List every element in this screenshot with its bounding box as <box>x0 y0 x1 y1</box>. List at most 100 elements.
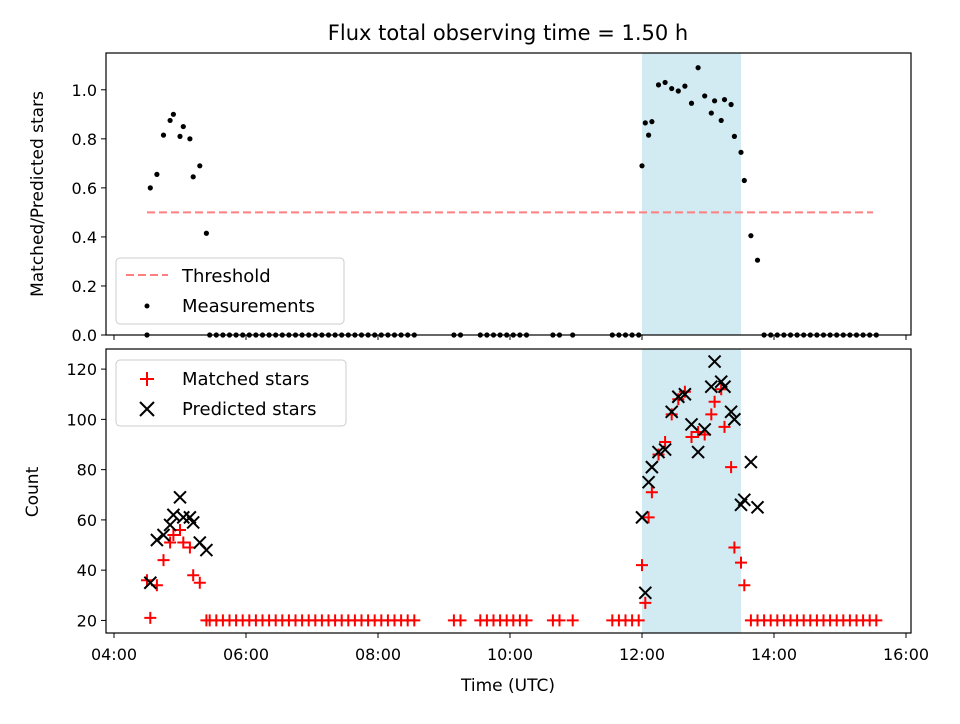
measurement-point <box>675 88 681 94</box>
matched-star-point <box>636 559 648 572</box>
measurement-point <box>695 65 701 71</box>
predicted-star-point <box>737 493 752 507</box>
predicted-star-point <box>724 405 738 419</box>
measurement-point <box>197 163 203 169</box>
bottom-y-tick-label: 40 <box>77 561 97 580</box>
matched-star-point <box>678 385 691 398</box>
legend-measurements-swatch <box>144 303 150 309</box>
matched-star-point <box>652 448 665 461</box>
legend-threshold-label: Threshold <box>181 266 271 287</box>
predicted-star-point <box>199 543 214 557</box>
measurements-series <box>144 65 879 338</box>
bottom-axes-frame <box>105 348 912 634</box>
matched-star-point <box>728 541 741 554</box>
measurement-point <box>167 117 173 124</box>
measurement-point <box>754 257 761 263</box>
measurement-point <box>718 117 724 124</box>
x-tick-label: 10:00 <box>487 645 533 664</box>
matched-star-point <box>632 614 645 627</box>
predicted-star-point <box>173 490 187 504</box>
measurement-point <box>177 133 183 139</box>
measurement-point <box>203 230 209 236</box>
matched-star-point <box>738 579 751 592</box>
predicted-star-point <box>684 417 699 432</box>
matched-star-point <box>187 569 200 582</box>
x-axis-label: Time (UTC) <box>460 676 555 696</box>
predicted-star-point <box>186 515 200 530</box>
matched-star-point <box>645 486 658 499</box>
predicted-star-point <box>717 379 732 394</box>
legend-matched-swatch <box>140 372 154 386</box>
predicted-star-point <box>744 455 758 469</box>
measurement-point <box>741 177 747 184</box>
matched-star-point <box>177 536 190 549</box>
measurement-point <box>731 133 738 139</box>
matched-star-point <box>520 614 533 627</box>
matched-star-point <box>566 614 579 627</box>
bottom-y-tick-label: 80 <box>77 461 97 480</box>
predicted-star-point <box>697 422 712 437</box>
bottom-shaded-interval <box>642 349 741 633</box>
legend-measurements-label: Measurements <box>182 296 315 317</box>
bottom-y-tick-label: 20 <box>77 611 97 630</box>
measurement-point <box>170 111 176 117</box>
bottom-legend: Matched stars Predicted stars <box>115 359 347 427</box>
x-tick-label: 06:00 <box>223 645 269 664</box>
measurement-point <box>642 120 648 126</box>
predicted-star-point <box>163 518 177 532</box>
predicted-star-point <box>664 405 679 419</box>
top-y-axis-label: Matched/Predicted stars <box>28 91 48 297</box>
bottom-y-axis-label: Count <box>23 466 43 517</box>
top-y-tick-label: 0.2 <box>72 277 97 296</box>
predicted-star-point <box>658 442 672 457</box>
matched-star-point <box>659 435 672 448</box>
x-tick-label: 14:00 <box>751 645 797 664</box>
measurement-point <box>708 110 714 116</box>
matched-star-point <box>193 576 206 589</box>
matched-star-point <box>639 596 652 609</box>
top-legend: Threshold Measurements <box>115 257 345 325</box>
predicted-star-point <box>750 500 765 515</box>
x-tick-label: 12:00 <box>619 645 665 664</box>
legend-predicted-label: Predicted stars <box>182 399 316 420</box>
measurement-point <box>738 149 744 155</box>
matched-star-point <box>665 408 678 421</box>
measurement-point <box>669 85 675 92</box>
predicted-star-point <box>704 379 719 394</box>
measurement-point <box>748 233 754 239</box>
legend-predicted-swatch <box>139 401 155 417</box>
measurement-point <box>147 185 153 191</box>
bottom-y-tick-label: 120 <box>66 360 97 379</box>
predicted-star-point <box>638 586 653 600</box>
bottom-y-tick-label: 60 <box>77 511 97 530</box>
predicted-star-point <box>156 528 171 542</box>
measurement-point <box>160 132 167 138</box>
matched-star-point <box>735 556 747 569</box>
measurement-point <box>646 132 652 138</box>
matched-star-point <box>642 511 655 524</box>
measurement-point <box>682 83 688 89</box>
predicted-star-point <box>727 412 742 427</box>
legend-matched-label: Matched stars <box>182 369 309 390</box>
top-y-tick-label: 0.4 <box>72 228 97 247</box>
matched-star-point <box>705 408 718 421</box>
predicted-star-point <box>691 445 705 459</box>
measurement-point <box>662 79 668 86</box>
x-tick-label: 04:00 <box>91 645 137 664</box>
top-panel: 0.0 0.2 0.4 0.6 0.8 1.0 Matched/Predicted sta… <box>28 52 912 345</box>
top-y-tick-label: 0.0 <box>72 326 97 345</box>
x-tick-label: 16:00 <box>883 645 929 664</box>
matched-star-point <box>685 430 698 443</box>
predicted-star-point <box>678 387 692 401</box>
measurement-point <box>190 174 196 180</box>
matched-star-point <box>870 614 883 627</box>
measurement-point <box>649 119 655 125</box>
matched-star-point <box>718 420 731 433</box>
predicted-stars-series <box>143 354 765 600</box>
measurement-point <box>154 171 160 177</box>
matched-star-point <box>708 395 721 408</box>
bottom-y-tick-label: 100 <box>66 410 97 429</box>
matched-star-point <box>164 536 177 549</box>
top-y-tick-label: 0.8 <box>72 130 97 149</box>
top-axes-frame <box>105 52 912 336</box>
